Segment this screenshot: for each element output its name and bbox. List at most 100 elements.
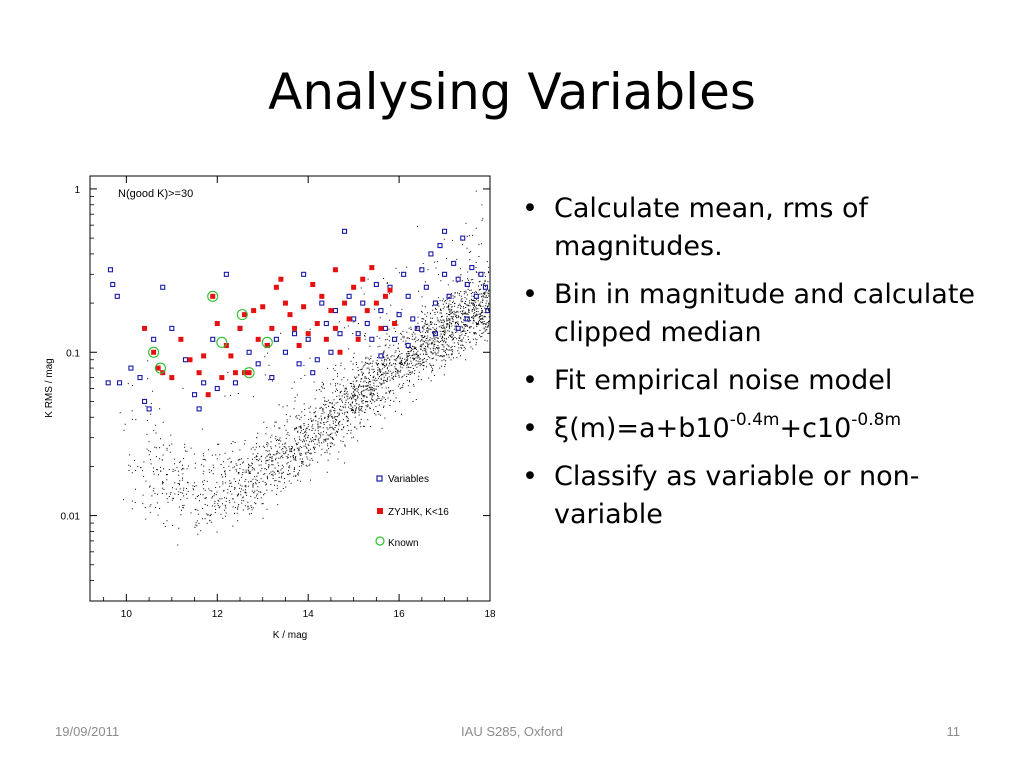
variable-point [160, 284, 166, 290]
bullet-text: Bin in magnitude and calculate clipped m… [554, 279, 976, 348]
variable-point [410, 316, 416, 322]
variable-point [169, 325, 175, 331]
zyjhk-point [151, 349, 157, 355]
x-tick-label: 12 [212, 609, 224, 620]
zyjhk-point [278, 276, 284, 282]
variable-point [137, 375, 143, 381]
legend-known-label: Known [388, 538, 419, 549]
y-tick-label: 0.1 [66, 348, 80, 359]
scatter-plot-figure: 10 12 14 16 18 0.01 0.1 1 N(good K)>=30 K / mag… [40, 160, 502, 650]
variable-point [310, 370, 316, 376]
zyjhk-point [169, 375, 175, 381]
variable-point [191, 392, 198, 398]
variable-point [301, 271, 307, 277]
x-tick-label: 16 [394, 609, 406, 620]
zyjhk-point [387, 287, 393, 293]
variable-point [110, 281, 116, 288]
variable-point [210, 336, 216, 342]
variable-point [423, 284, 429, 290]
formula-exponent-2: -0.8m [851, 410, 902, 430]
variable-point [464, 316, 470, 322]
variable-point [107, 267, 114, 273]
variable-point [201, 380, 207, 386]
variable-point [273, 336, 279, 342]
variable-point [432, 331, 439, 337]
y-tick-label: 1 [74, 185, 80, 196]
zyjhk-point [323, 336, 329, 342]
slide-title: Analysing Variables [268, 63, 756, 121]
legend-zyjhk-label: ZYJHK, K<16 [388, 507, 449, 518]
y-axis-label: K RMS / mag [44, 358, 55, 417]
known-point [236, 309, 248, 321]
variable-point [151, 336, 157, 342]
bullet-text: Calculate mean, rms of magnitudes. [554, 193, 869, 262]
known-point [207, 290, 219, 302]
plot-background [40, 160, 502, 650]
y-tick-label: 0.01 [61, 512, 81, 523]
variable-point [414, 325, 420, 331]
variable-point [419, 267, 425, 273]
variable-point [441, 228, 448, 234]
zyjhk-point [392, 321, 398, 327]
variable-point [282, 349, 289, 355]
legend-zyjhk-marker [377, 508, 383, 514]
zyjhk-point [214, 321, 220, 327]
variable-point [196, 406, 202, 412]
variable-point [405, 342, 411, 349]
series-zyjhk-k-16 [142, 265, 398, 398]
zyjhk-point [196, 370, 202, 376]
zyjhk-point [360, 276, 366, 282]
variable-point [116, 380, 123, 386]
zyjhk-point [255, 336, 261, 342]
formula-part-a: (m)=a+b10 [569, 413, 730, 444]
known-point [154, 362, 167, 374]
variable-point [464, 281, 470, 288]
zyjhk-point [251, 308, 257, 314]
x-axis-label: K / mag [273, 630, 307, 641]
variable-point [469, 265, 475, 271]
known-point [148, 346, 160, 358]
variable-point [378, 353, 384, 359]
x-tick-label: 14 [303, 609, 315, 620]
plot-legend: Variables ZYJHK, K<16 Known [375, 474, 449, 549]
footer-page-number: 11 [946, 724, 961, 739]
zyjhk-point [242, 312, 248, 318]
variable-point [473, 293, 479, 299]
known-point [243, 367, 255, 379]
variable-point [460, 235, 466, 241]
variable-point [223, 271, 229, 277]
variable-point [269, 375, 275, 381]
zyjhk-point [305, 331, 311, 337]
legend-variables-label: Variables [388, 474, 429, 485]
variable-point [232, 380, 239, 386]
variable-point [382, 325, 389, 331]
variable-point [482, 284, 489, 290]
zyjhk-point [246, 370, 252, 376]
variable-point [314, 357, 320, 363]
variable-point [146, 406, 152, 412]
variable-point [291, 331, 298, 337]
zyjhk-point [210, 293, 216, 299]
variable-point [396, 312, 402, 318]
zyjhk-point [364, 308, 370, 314]
zyjhk-point [269, 325, 275, 331]
variable-point [114, 293, 120, 299]
zyjhk-point [369, 265, 375, 271]
zyjhk-point [296, 343, 302, 349]
variable-point [401, 271, 407, 277]
bullet-text: Classify as variable or non-variable [554, 461, 920, 530]
zyjhk-point [187, 357, 193, 363]
zyjhk-point [237, 325, 243, 331]
variable-point [455, 276, 461, 282]
zyjhk-point [205, 392, 211, 398]
scatter-plot: 10 12 14 16 18 0.01 0.1 1 N(good K)>=30 K / mag… [40, 160, 502, 650]
variable-point [323, 320, 329, 327]
variable-point [351, 316, 357, 322]
zyjhk-point [332, 267, 338, 273]
bullet-item: Fit empirical noise model [516, 362, 986, 400]
variable-point [141, 398, 148, 404]
bullet-item-formula: ξ(m)=a+b10-0.4m+c10-0.8m [516, 410, 986, 448]
legend-known-marker [375, 536, 385, 546]
variable-point [360, 300, 366, 306]
x-tick-label: 10 [121, 609, 133, 620]
